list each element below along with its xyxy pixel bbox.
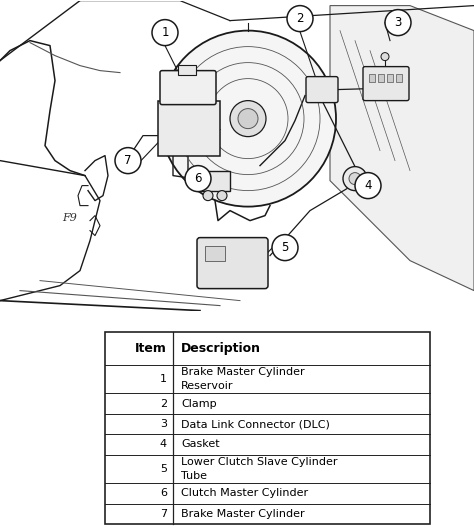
Text: 5: 5 <box>281 241 289 254</box>
Circle shape <box>272 235 298 261</box>
Text: 3: 3 <box>160 419 167 429</box>
Circle shape <box>185 165 211 192</box>
Circle shape <box>152 20 178 46</box>
Text: 1: 1 <box>161 26 169 39</box>
Circle shape <box>115 147 141 173</box>
Circle shape <box>385 10 411 36</box>
Text: Description: Description <box>181 342 261 355</box>
Bar <box>387 73 393 81</box>
Text: 7: 7 <box>124 154 132 167</box>
Text: 1: 1 <box>160 374 167 384</box>
Text: Item: Item <box>135 342 167 355</box>
Circle shape <box>230 101 266 137</box>
Text: Clamp: Clamp <box>181 398 217 409</box>
Circle shape <box>343 167 367 190</box>
Circle shape <box>238 109 258 129</box>
Bar <box>396 73 402 81</box>
Circle shape <box>355 172 381 198</box>
Text: Brake Master Cylinder: Brake Master Cylinder <box>181 367 305 377</box>
Text: Tube: Tube <box>181 471 207 481</box>
Bar <box>200 171 230 190</box>
FancyBboxPatch shape <box>160 71 216 105</box>
FancyBboxPatch shape <box>197 238 268 288</box>
Text: F9: F9 <box>62 213 77 222</box>
Bar <box>178 64 196 74</box>
Circle shape <box>203 190 213 201</box>
Text: 4: 4 <box>364 179 372 192</box>
Bar <box>158 101 220 156</box>
Bar <box>378 73 384 81</box>
FancyBboxPatch shape <box>363 66 409 101</box>
Circle shape <box>217 190 227 201</box>
FancyBboxPatch shape <box>306 77 338 103</box>
Text: 6: 6 <box>194 172 202 185</box>
Text: 3: 3 <box>394 16 401 29</box>
Text: 2: 2 <box>296 12 304 25</box>
Text: 6: 6 <box>160 488 167 498</box>
Bar <box>369 73 375 81</box>
Bar <box>105 332 430 524</box>
Text: 2: 2 <box>160 398 167 409</box>
Text: 4: 4 <box>160 439 167 450</box>
Circle shape <box>381 53 389 61</box>
Circle shape <box>287 6 313 31</box>
Bar <box>205 246 225 261</box>
Text: Gasket: Gasket <box>181 439 219 450</box>
Text: 5: 5 <box>160 464 167 474</box>
Text: Lower Clutch Slave Cylinder: Lower Clutch Slave Cylinder <box>181 457 337 467</box>
Circle shape <box>349 172 361 185</box>
Text: Data Link Connector (DLC): Data Link Connector (DLC) <box>181 419 330 429</box>
Text: Clutch Master Cylinder: Clutch Master Cylinder <box>181 488 308 498</box>
Text: Brake Master Cylinder: Brake Master Cylinder <box>181 509 305 519</box>
Text: 7: 7 <box>160 509 167 519</box>
Circle shape <box>160 31 336 206</box>
Text: Reservoir: Reservoir <box>181 381 234 391</box>
Polygon shape <box>330 6 474 290</box>
